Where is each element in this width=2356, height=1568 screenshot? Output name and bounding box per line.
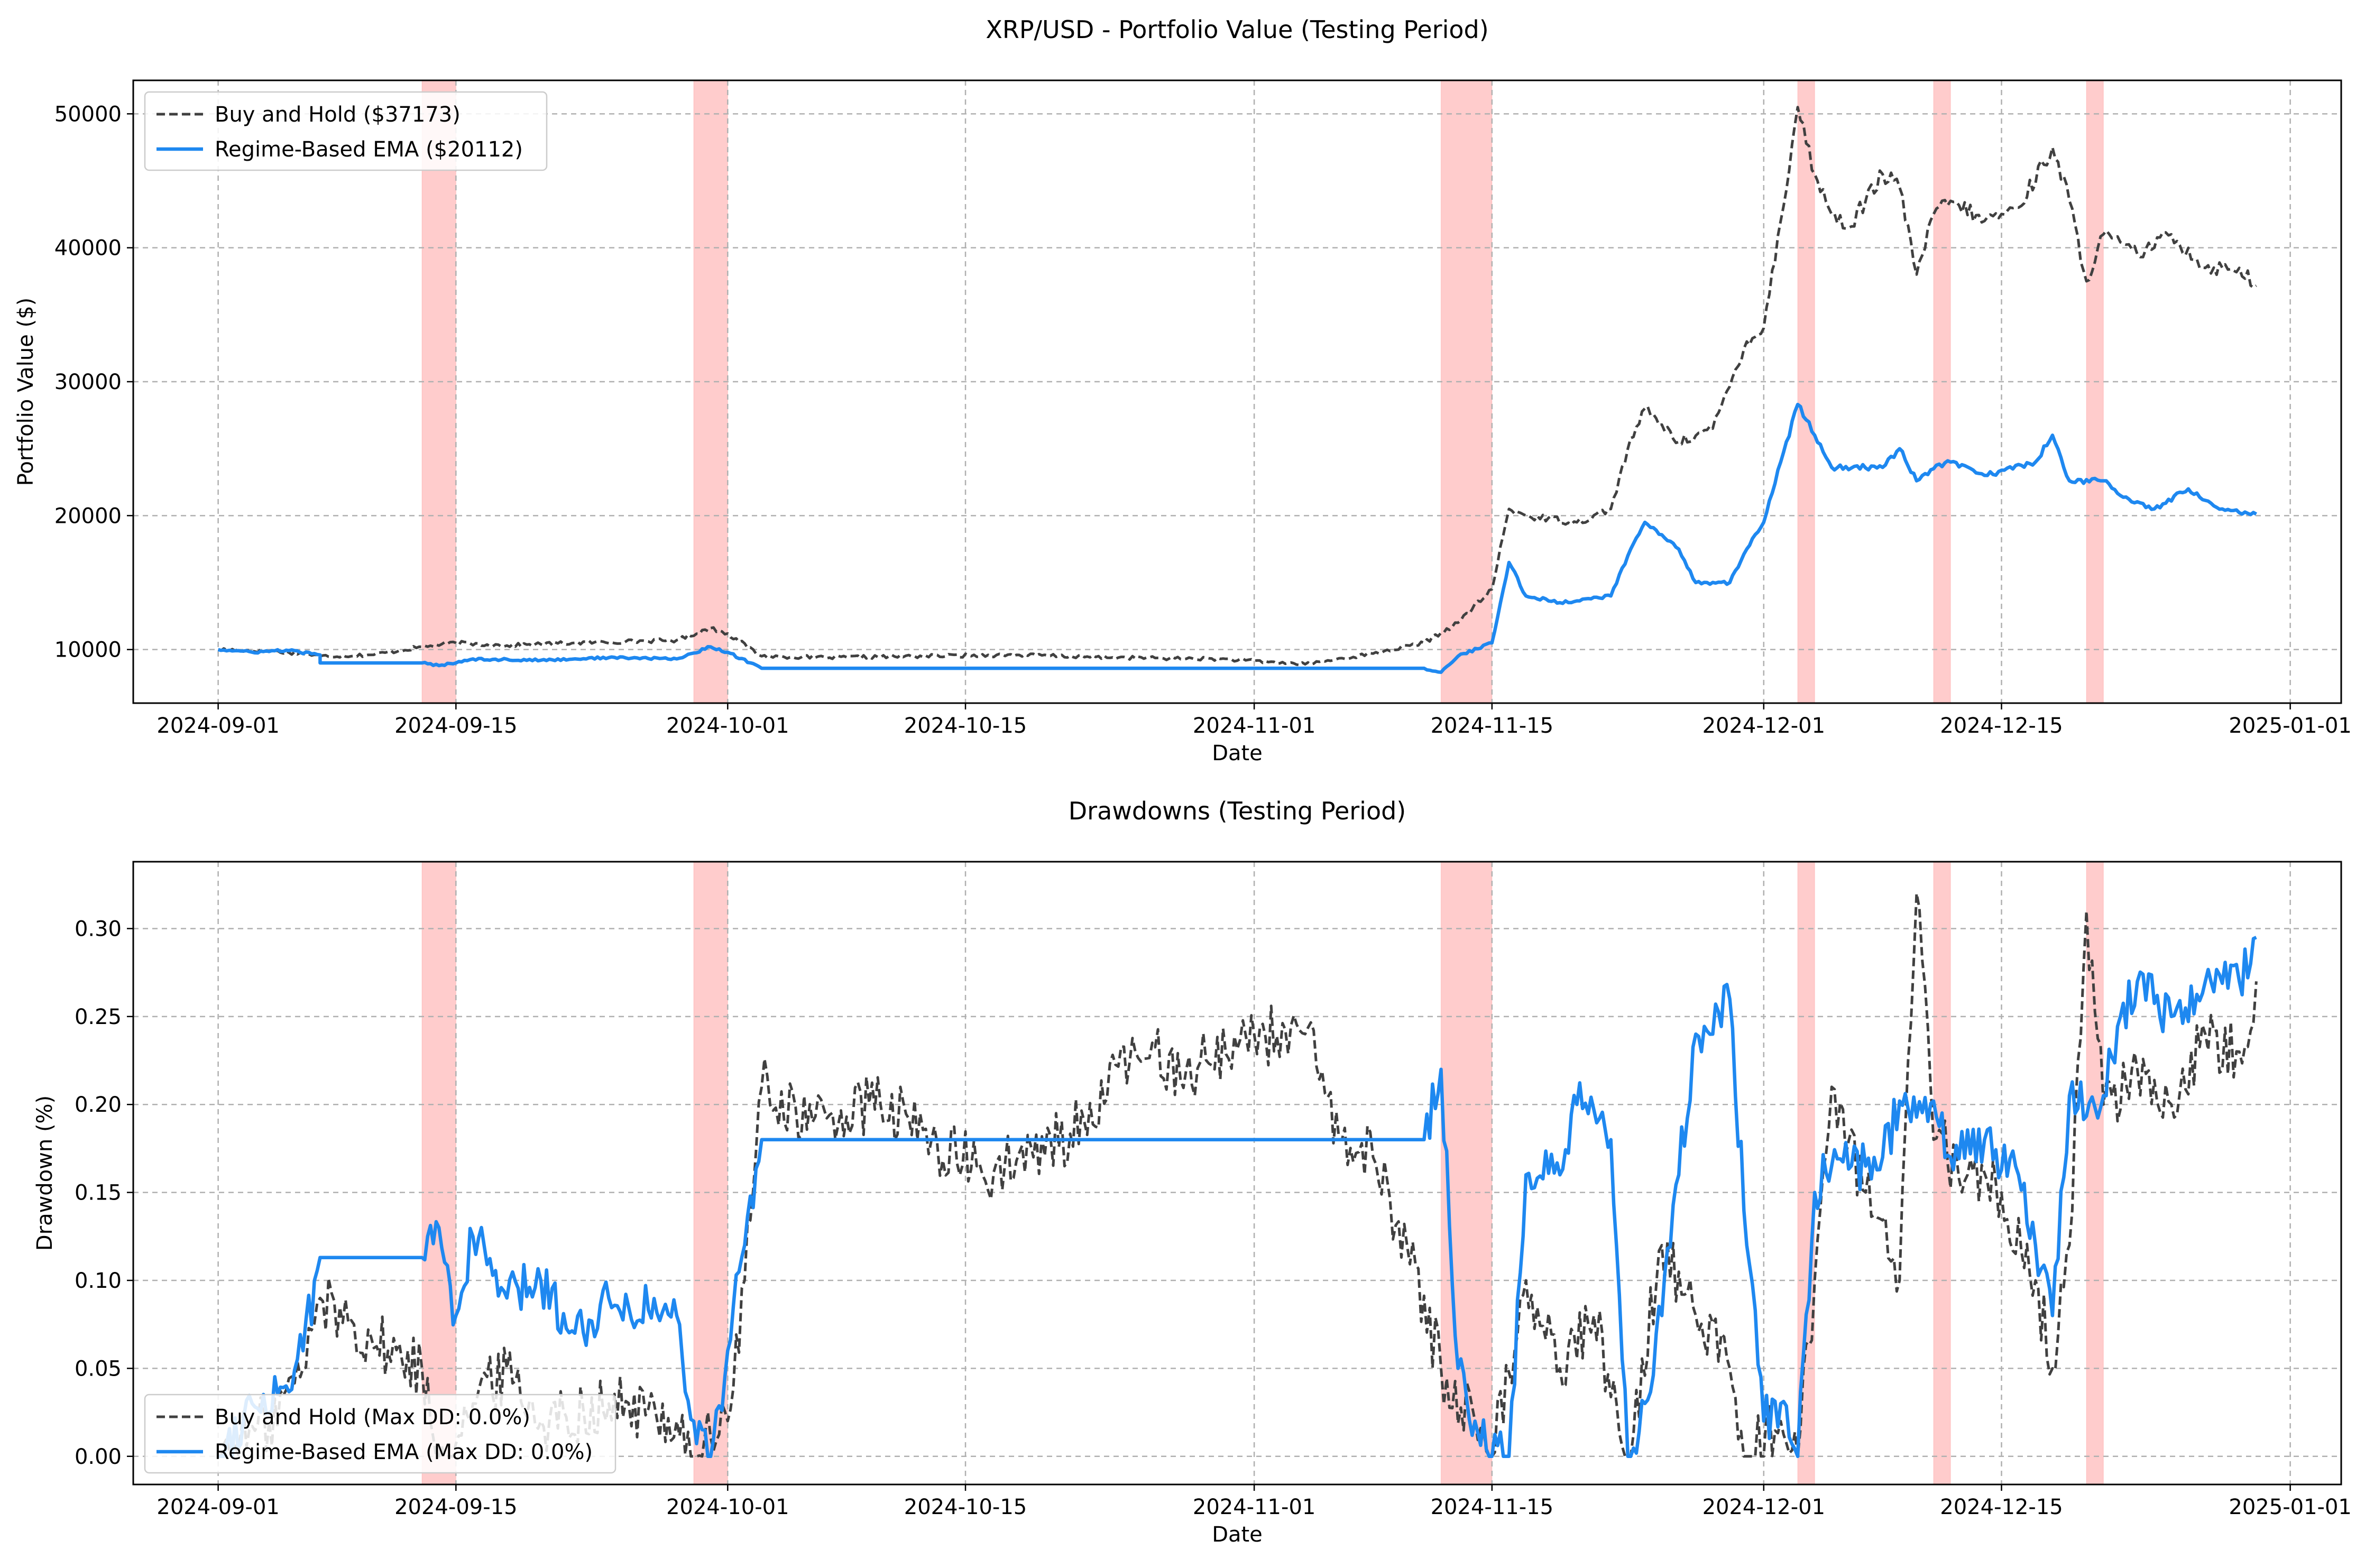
y-tick-label: 0.00 xyxy=(75,1445,122,1469)
y-tick-label: 0.25 xyxy=(75,1005,122,1029)
x-tick-label: 2024-09-01 xyxy=(157,1495,279,1519)
y-tick-label: 0.30 xyxy=(75,917,122,941)
regime-shaded-region xyxy=(1440,80,1493,704)
regime-shaded-region xyxy=(421,80,456,704)
legend-entry-label: Buy and Hold (Max DD: 0.0%) xyxy=(215,1405,530,1429)
portfolio-value-chart: 2024-09-01 2024-09-15 2024-10-01 2024-10-15… xyxy=(14,15,2352,765)
x-tick-label: 2024-10-01 xyxy=(666,1495,789,1519)
regime-shaded-region xyxy=(421,861,456,1485)
regime-shaded-region xyxy=(1933,80,1951,704)
x-tick-label: 2024-11-15 xyxy=(1431,1495,1553,1519)
x-tick-label: 2024-12-15 xyxy=(1940,1495,2063,1519)
regime-based-ema-series-line xyxy=(218,936,2257,1459)
x-tick-label: 2024-11-15 xyxy=(1431,714,1553,738)
plot-area-frame xyxy=(132,861,2342,1486)
chart-title: XRP/USD - Portfolio Value (Testing Perio… xyxy=(986,15,1488,44)
y-axis-label: Portfolio Value ($) xyxy=(14,298,38,486)
y-tick-label: 0.10 xyxy=(75,1269,122,1293)
x-tick-label: 2024-10-15 xyxy=(904,1495,1027,1519)
buy-and-hold-series-line xyxy=(217,106,2257,667)
y-tick-label: 20000 xyxy=(54,504,122,528)
y-tick-label: 30000 xyxy=(54,370,122,394)
regime-based-ema-series-line xyxy=(217,402,2258,674)
regime-shaded-region xyxy=(1933,861,1951,1485)
y-tick-label: 0.15 xyxy=(75,1181,122,1205)
x-tick-label: 2024-11-01 xyxy=(1193,1495,1315,1519)
x-axis-label: Date xyxy=(1212,1523,1263,1547)
y-tick-label: 0.20 xyxy=(75,1093,122,1117)
x-tick-label: 2024-10-15 xyxy=(904,714,1027,738)
legend-entry-label: Regime-Based EMA (Max DD: 0.0%) xyxy=(215,1440,593,1464)
y-tick-label: 10000 xyxy=(54,638,122,662)
chart-title: Drawdowns (Testing Period) xyxy=(1069,797,1406,825)
y-tick-label: 50000 xyxy=(54,102,122,126)
x-tick-label: 2024-11-01 xyxy=(1193,714,1315,738)
y-tick-label: 0.05 xyxy=(75,1357,122,1381)
x-tick-label: 2025-01-01 xyxy=(2229,714,2351,738)
legend-box xyxy=(144,1394,616,1474)
x-tick-label: 2024-09-15 xyxy=(394,1495,517,1519)
x-tick-label: 2024-09-01 xyxy=(157,714,279,738)
x-tick-label: 2024-12-01 xyxy=(1702,1495,1825,1519)
x-tick-label: 2024-09-15 xyxy=(394,714,517,738)
regime-shaded-region xyxy=(1440,861,1493,1485)
y-axis-label: Drawdown (%) xyxy=(33,1095,57,1251)
x-tick-label: 2025-01-01 xyxy=(2229,1495,2351,1519)
regime-shaded-region xyxy=(693,861,728,1485)
x-tick-label: 2024-12-01 xyxy=(1702,714,1825,738)
regime-shaded-region xyxy=(1797,80,1815,704)
legend-entry-label: Buy and Hold ($37173) xyxy=(215,103,461,127)
legend: Buy and Hold ($37173) Regime-Based EMA ($… xyxy=(144,91,548,171)
legend: Buy and Hold (Max DD: 0.0%) Regime-Based … xyxy=(144,1394,616,1474)
plot-area-frame xyxy=(132,79,2342,704)
x-axis-label: Date xyxy=(1212,741,1263,765)
x-tick-label: 2024-10-01 xyxy=(666,714,789,738)
legend-entry-label: Regime-Based EMA ($20112) xyxy=(215,137,523,162)
x-tick-label: 2024-12-15 xyxy=(1940,714,2063,738)
regime-shaded-region xyxy=(693,80,728,704)
drawdowns-chart: 2024-09-01 2024-09-15 2024-10-01 2024-10-15… xyxy=(33,797,2352,1547)
y-tick-label: 40000 xyxy=(54,236,122,261)
regime-shaded-region xyxy=(2086,80,2104,704)
legend-box xyxy=(144,91,548,171)
